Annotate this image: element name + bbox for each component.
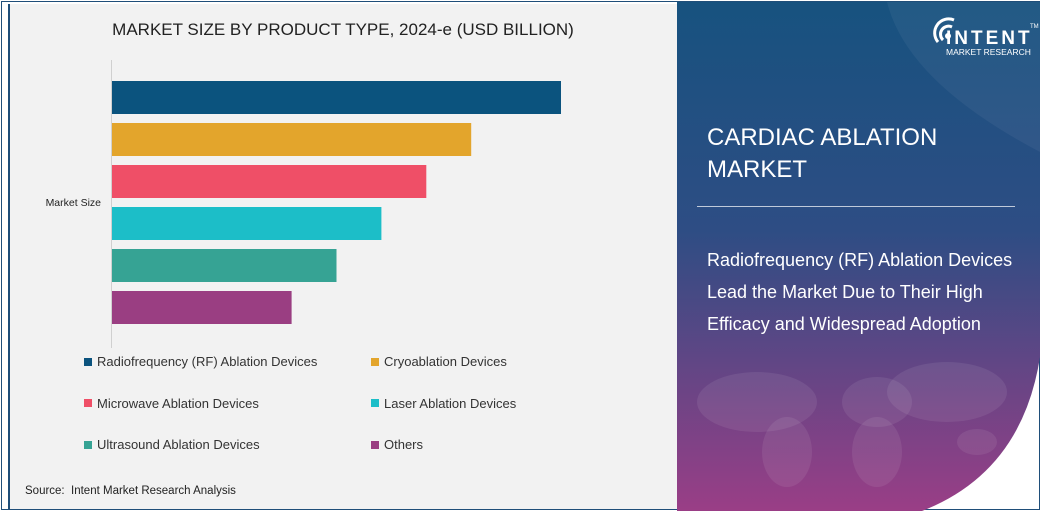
bar-ultrasound-ablation-devices <box>112 249 337 282</box>
legend-item: Laser Ablation Devices <box>371 396 516 411</box>
signal-icon <box>933 17 955 43</box>
chart-title: MARKET SIZE BY PRODUCT TYPE, 2024-e (USD… <box>112 20 574 39</box>
source-note: Source: Intent Market Research Analysis <box>25 485 236 497</box>
legend-label: Laser Ablation Devices <box>384 395 517 411</box>
legend-swatch <box>84 399 92 407</box>
legend-label: Cryoablation Devices <box>384 354 507 369</box>
headline: Radiofrequency (RF) Ablation Devices Lea… <box>707 250 1013 334</box>
legend-label: Radiofrequency (RF) Ablation Devices <box>97 354 318 369</box>
legend-item: Cryoablation Devices <box>371 354 507 369</box>
logo-tagline: MARKET RESEARCH <box>946 47 1031 57</box>
legend-swatch <box>84 357 92 366</box>
legend-label: Ultrasound Ablation Devices <box>97 437 260 452</box>
bar-laser-ablation-devices <box>112 207 382 240</box>
legend-item: Others <box>371 437 423 452</box>
market-title: CARDIAC ABLATION MARKET <box>707 124 938 183</box>
legend-item: Radiofrequency (RF) Ablation Devices <box>84 354 317 369</box>
bar-chart: Market Size <box>46 60 561 348</box>
legend-swatch <box>371 357 379 366</box>
logo-name: INTENT <box>946 28 1033 49</box>
bar-others <box>112 291 292 324</box>
bar-microwave-ablation-devices <box>112 165 427 198</box>
bar-radiofrequency-rf-ablation-devices <box>112 81 561 114</box>
y-axis-label: Market Size <box>46 197 102 209</box>
legend-swatch <box>84 440 92 449</box>
legend-item: Microwave Ablation Devices <box>84 396 259 411</box>
logo-tm: TM <box>1030 24 1039 30</box>
legend-swatch <box>371 399 379 407</box>
divider <box>697 206 1015 207</box>
legend-label: Microwave Ablation Devices <box>97 395 259 411</box>
info-panel-background <box>677 2 1040 511</box>
bar-cryoablation-devices <box>112 123 472 156</box>
intent-logo: INTENT TM MARKET RESEARCH <box>930 14 1040 59</box>
legend-item: Ultrasound Ablation Devices <box>84 437 260 452</box>
legend-swatch <box>371 440 379 449</box>
legend-label: Others <box>384 437 424 452</box>
